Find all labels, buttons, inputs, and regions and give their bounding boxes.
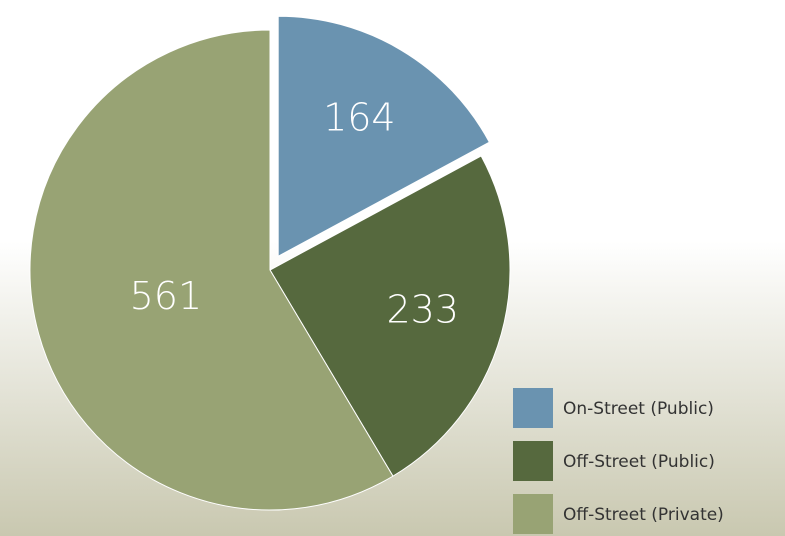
legend-swatch	[513, 494, 553, 534]
slice-label: 561	[130, 274, 203, 318]
slice-label: 164	[323, 96, 396, 140]
pie-slice	[277, 15, 491, 258]
legend-text: On-Street (Public)	[563, 399, 714, 419]
legend-swatch	[513, 388, 553, 428]
slice-label: 233	[386, 288, 459, 332]
legend-swatch	[513, 441, 553, 481]
pie-slice	[29, 29, 394, 511]
pie-slice	[269, 155, 511, 477]
legend-text: Off-Street (Public)	[563, 452, 715, 472]
legend-text: Off-Street (Private)	[563, 505, 724, 525]
